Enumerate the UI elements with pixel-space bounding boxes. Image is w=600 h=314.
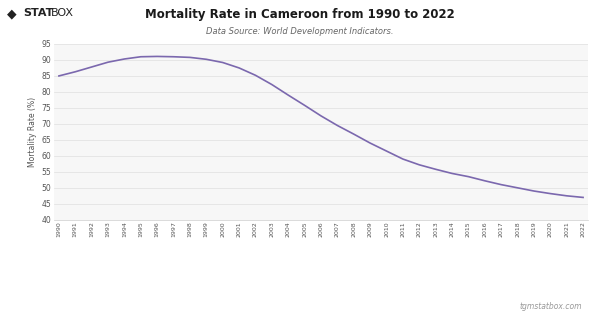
Text: STAT: STAT (23, 8, 53, 18)
Y-axis label: Mortality Rate (%): Mortality Rate (%) (28, 97, 37, 167)
Text: Mortality Rate in Cameroon from 1990 to 2022: Mortality Rate in Cameroon from 1990 to … (145, 8, 455, 21)
Text: BOX: BOX (51, 8, 74, 18)
Text: ◆: ◆ (7, 8, 17, 21)
Text: Data Source: World Development Indicators.: Data Source: World Development Indicator… (206, 27, 394, 36)
Text: tgmstatbox.com: tgmstatbox.com (520, 302, 582, 311)
